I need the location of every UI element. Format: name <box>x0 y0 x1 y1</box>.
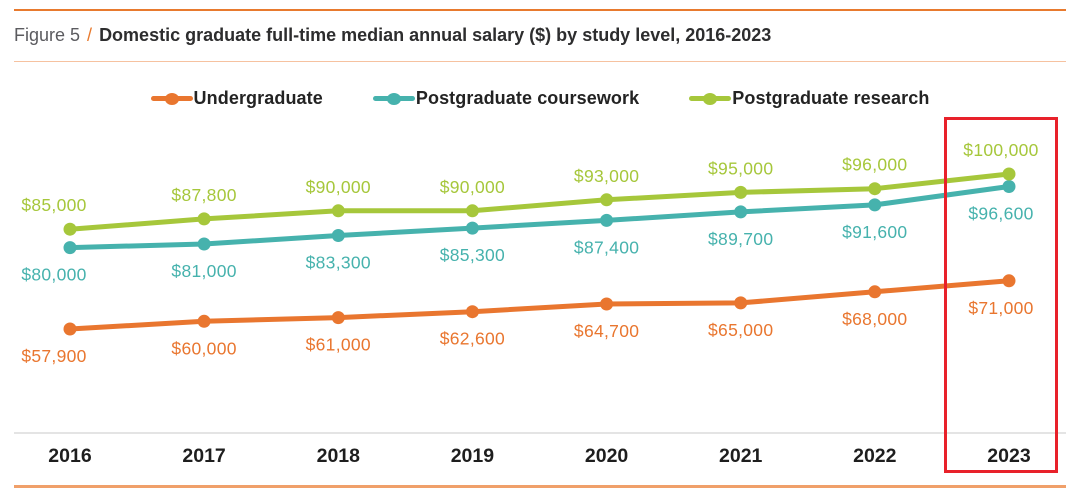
x-axis-label: 2023 <box>987 445 1031 467</box>
data-point <box>734 185 748 199</box>
data-point <box>868 182 882 196</box>
legend-item-postgraduate-research: Postgraduate research <box>689 88 929 109</box>
series-line-postgraduate-coursework <box>67 184 1012 251</box>
data-label: $68,000 <box>842 309 907 329</box>
data-label: $89,700 <box>708 229 773 249</box>
series-line-undergraduate <box>67 278 1012 332</box>
data-point <box>1002 167 1016 181</box>
chart-legend: Undergraduate Postgraduate coursework Po… <box>0 88 1080 109</box>
figure-header: Figure 5 / Domestic graduate full-time med… <box>14 24 771 46</box>
legend-label: Undergraduate <box>193 88 323 108</box>
data-point <box>600 193 614 207</box>
data-point <box>600 297 614 311</box>
legend-item-postgraduate-coursework: Postgraduate coursework <box>372 88 640 109</box>
x-axis-label: 2022 <box>853 445 897 467</box>
data-point <box>63 322 77 336</box>
legend-dot-icon <box>703 92 718 105</box>
x-axis-label: 2019 <box>451 445 495 467</box>
data-point <box>63 241 77 255</box>
data-label: $95,000 <box>708 158 773 178</box>
data-point <box>465 221 479 235</box>
data-label: $80,000 <box>21 265 86 285</box>
data-point <box>465 305 479 319</box>
data-point <box>331 311 345 325</box>
data-label: $87,400 <box>574 237 639 257</box>
figure-title: Domestic graduate full-time median annua… <box>99 25 772 45</box>
legend-dot-icon <box>386 92 401 105</box>
legend-label: Postgraduate research <box>732 88 930 108</box>
data-point <box>868 285 882 299</box>
data-label: $57,900 <box>21 346 86 366</box>
legend-dot-icon <box>164 92 179 105</box>
data-point <box>600 213 614 227</box>
figure-separator: / <box>87 25 93 45</box>
data-label: $93,000 <box>574 166 639 186</box>
data-point <box>868 198 882 212</box>
title-underline-rule <box>14 61 1066 62</box>
x-axis-label: 2016 <box>48 445 92 467</box>
data-label: $96,600 <box>968 204 1033 224</box>
data-label: $65,000 <box>708 320 773 340</box>
data-point <box>63 222 77 236</box>
data-label: $85,000 <box>21 195 86 215</box>
x-axis-label: 2020 <box>585 445 629 467</box>
data-label: $61,000 <box>306 335 371 355</box>
series-line-postgraduate-research <box>67 171 1012 232</box>
legend-line-icon <box>689 92 732 105</box>
data-label: $90,000 <box>306 177 371 197</box>
legend-line-icon <box>150 92 193 105</box>
data-point <box>197 212 211 226</box>
top-accent-rule <box>14 9 1066 11</box>
legend-line-icon <box>372 92 415 105</box>
x-axis-label: 2021 <box>719 445 763 467</box>
x-axis-label: 2018 <box>317 445 361 467</box>
data-label: $81,000 <box>171 261 236 281</box>
data-point <box>331 204 345 218</box>
data-label: $90,000 <box>440 177 505 197</box>
data-point <box>197 237 211 251</box>
data-point <box>1002 180 1016 193</box>
legend-item-undergraduate: Undergraduate <box>150 88 323 109</box>
data-label-layer: $57,900 $60,000 $61,000 $62,600 $64,700 $65,0… <box>21 140 1038 366</box>
x-axis-tick-labels: 2016 2017 2018 2019 2020 2021 2022 2023 <box>48 445 1031 467</box>
data-label: $64,700 <box>574 321 639 341</box>
data-label: $96,000 <box>842 155 907 175</box>
data-point <box>734 296 748 310</box>
data-label: $91,600 <box>842 222 907 242</box>
data-label: $62,600 <box>440 329 505 349</box>
data-label: $85,300 <box>440 245 505 265</box>
data-label: $83,300 <box>306 253 371 273</box>
data-point <box>1002 274 1016 288</box>
x-axis-label: 2017 <box>182 445 225 467</box>
data-point <box>331 229 345 242</box>
figure-number: Figure 5 <box>14 25 81 45</box>
data-point <box>734 205 748 219</box>
data-label: $100,000 <box>963 140 1038 160</box>
data-label: $60,000 <box>171 338 236 358</box>
series-layer <box>63 167 1016 336</box>
data-point <box>465 204 479 218</box>
data-point <box>197 314 211 328</box>
data-label: $87,800 <box>171 185 236 205</box>
bottom-accent-rule <box>14 485 1066 488</box>
legend-label: Postgraduate coursework <box>415 88 640 108</box>
data-label: $71,000 <box>968 298 1033 318</box>
